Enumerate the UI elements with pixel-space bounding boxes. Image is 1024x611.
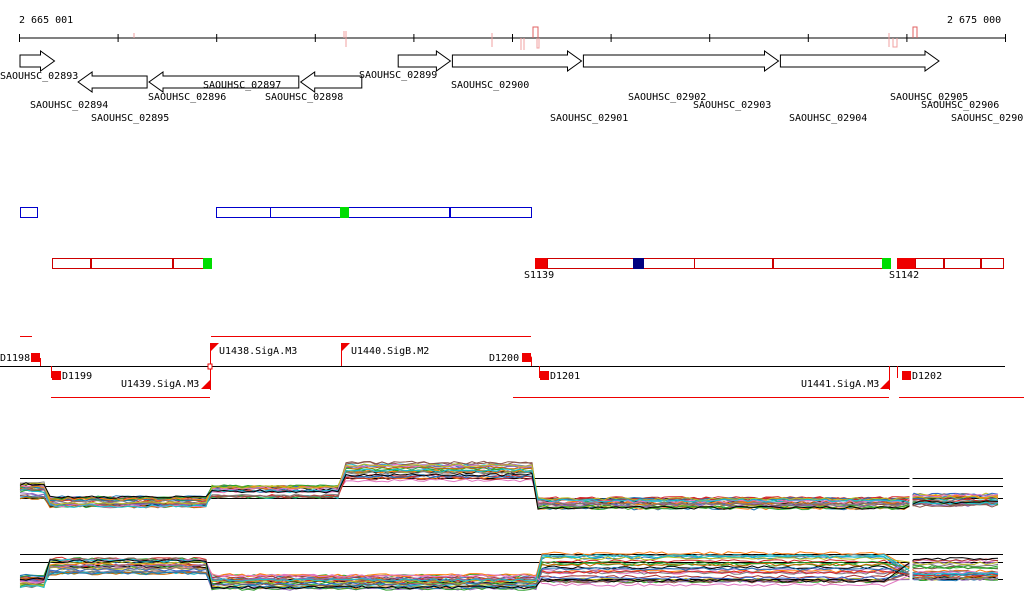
axis-mark <box>912 26 918 38</box>
minus-block[interactable] <box>173 258 205 269</box>
promoter-flag[interactable] <box>880 380 889 389</box>
axis-mark <box>536 38 540 49</box>
gene-arrow[interactable] <box>779 50 940 72</box>
minus-block[interactable] <box>773 258 884 269</box>
minus-block-marker[interactable] <box>882 258 891 269</box>
minus-block-marker[interactable] <box>897 258 916 269</box>
gene-label: SAOUHSC_02898 <box>265 92 343 103</box>
minus-strand-block-track <box>52 258 1004 269</box>
gene-arrow[interactable] <box>582 50 780 72</box>
minus-block[interactable] <box>694 258 773 269</box>
minus-block-marker[interactable] <box>535 258 548 269</box>
promoter-label-u1440: U1440.SigB.M2 <box>351 346 429 357</box>
gene-label: SAOUHSC_02895 <box>91 113 169 124</box>
minus-block-marker[interactable] <box>203 258 212 269</box>
minus-block[interactable] <box>547 258 695 269</box>
promoter-label-d1202: D1202 <box>912 371 942 382</box>
plus-strand-block-track <box>20 207 532 218</box>
gene-arrow[interactable] <box>77 71 148 93</box>
terminator-marker[interactable] <box>52 371 61 380</box>
gene-label: SAOUHSC_02902 <box>628 92 706 103</box>
gene-label: SAOUHSC_02906 <box>921 100 999 111</box>
gene-label: SAOUHSC_02896 <box>148 92 226 103</box>
minus-block[interactable] <box>52 258 91 269</box>
terminator-marker[interactable] <box>540 371 549 380</box>
gene-arrow[interactable] <box>19 50 56 72</box>
expression-trace <box>19 554 999 589</box>
gene-label: SAOUHSC_02905 <box>890 92 968 103</box>
expression-track-minus <box>19 540 1003 600</box>
gene-label: SAOUHSC_02900 <box>451 80 529 91</box>
minus-block[interactable] <box>981 258 1004 269</box>
axis-ticks <box>19 34 1006 42</box>
minus-block-marker[interactable] <box>633 258 644 269</box>
plus-block[interactable] <box>216 207 271 218</box>
minus-block[interactable] <box>91 258 173 269</box>
axis-mark <box>888 33 898 48</box>
expression-profiles-minus <box>19 551 999 591</box>
block-label-s1142: S1142 <box>889 270 919 281</box>
gene-label: SAOUHSC_02893 <box>0 71 78 82</box>
expression-trace <box>19 463 999 506</box>
axis-mark <box>520 38 525 50</box>
gene-label: SAOUHSC_02899 <box>359 70 437 81</box>
terminator-marker[interactable] <box>522 353 531 362</box>
promoter-label-u1439: U1439.SigA.M3 <box>121 379 199 390</box>
promoter-flag[interactable] <box>341 343 350 352</box>
terminator-marker[interactable] <box>31 353 40 362</box>
plus-block[interactable] <box>348 207 450 218</box>
axis-mark <box>532 26 539 38</box>
gene-label: SAOUHSC_02901 <box>550 113 628 124</box>
promoter-flag[interactable] <box>210 343 219 352</box>
plus-block[interactable] <box>270 207 341 218</box>
expression-trace <box>19 474 999 502</box>
plus-block-marker[interactable] <box>340 207 349 218</box>
gene-arrow[interactable] <box>148 71 300 93</box>
axis-transcript-marks <box>133 26 918 50</box>
expression-track-plus <box>19 460 1003 520</box>
promoter-label-u1438: U1438.SigA.M3 <box>219 346 297 357</box>
gene-label: SAOUHSC_02903 <box>693 100 771 111</box>
promoter-gap-marker <box>207 363 213 370</box>
promoter-label-d1200: D1200 <box>489 353 519 364</box>
gene-label: SAOUHSC_02894 <box>30 100 108 111</box>
gene-track: SAOUHSC_02893 SAOUHSC_02894 SAOUHSC_02895 S… <box>0 50 1023 124</box>
promoter-label-d1199: D1199 <box>62 371 92 382</box>
terminator-marker[interactable] <box>902 371 911 380</box>
expression-trace <box>19 472 999 510</box>
expression-trace <box>19 468 999 509</box>
promoter-flag[interactable] <box>528 356 532 362</box>
plus-block[interactable] <box>20 207 38 218</box>
axis-mark <box>343 31 347 47</box>
block-label-s1139: S1139 <box>524 270 554 281</box>
promoter-label-d1198: D1198 <box>0 353 30 364</box>
gene-arrow[interactable] <box>451 50 583 72</box>
axis-end-label: 2 675 000 <box>947 15 1001 26</box>
gene-arrow[interactable] <box>397 50 452 72</box>
gene-label: SAOUHSC_02904 <box>789 113 867 124</box>
gene-arrow[interactable] <box>299 71 363 93</box>
expression-trace <box>19 469 999 501</box>
gene-label: SAOUHSC_0290 <box>951 113 1023 124</box>
coordinate-axis: 2 665 001 2 675 000 <box>19 15 1006 50</box>
promoter-track: D1198 D1199 U1439.SigA.M3 U1438.SigA.M3 … <box>0 336 1024 398</box>
promoter-label-u1441: U1441.SigA.M3 <box>801 379 879 390</box>
plus-block[interactable] <box>450 207 532 218</box>
expression-profiles-plus <box>19 460 999 511</box>
axis-start-label: 2 665 001 <box>19 15 73 26</box>
expression-trace <box>19 557 999 587</box>
expression-trace <box>19 557 999 590</box>
minus-block[interactable] <box>915 258 944 269</box>
expression-trace <box>19 556 999 587</box>
promoter-label-d1201: D1201 <box>550 371 580 382</box>
minus-block[interactable] <box>944 258 981 269</box>
gene-label: SAOUHSC_02897 <box>203 80 281 91</box>
expression-trace <box>19 564 999 587</box>
promoter-flag[interactable] <box>201 380 210 389</box>
